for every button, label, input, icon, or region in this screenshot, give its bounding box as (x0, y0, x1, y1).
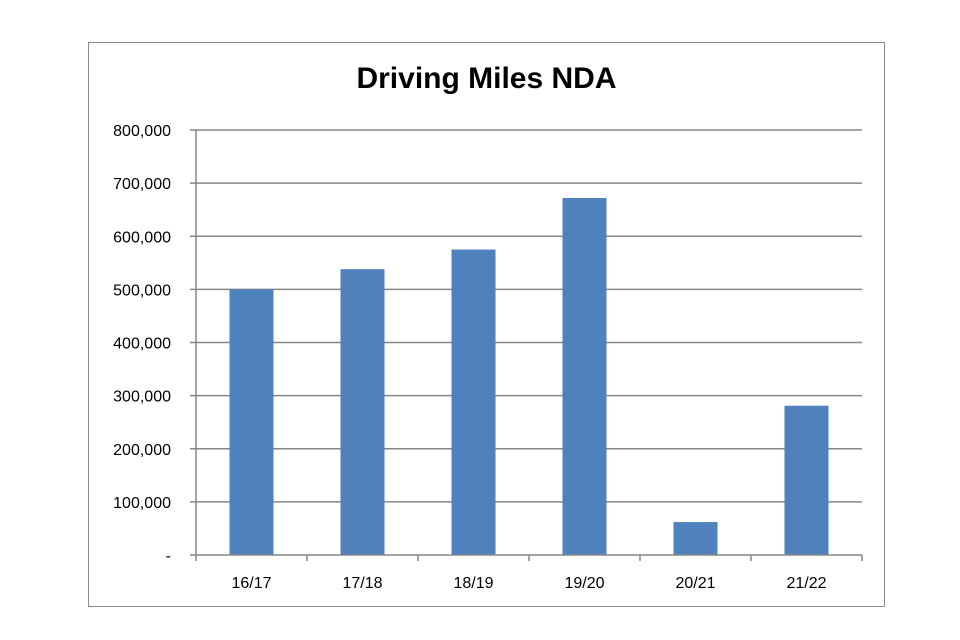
y-tick-label: 700,000 (113, 176, 171, 193)
y-tick-label: 300,000 (113, 389, 171, 406)
y-tick-label: 400,000 (113, 336, 171, 353)
x-tick-label: 16/17 (231, 575, 271, 592)
y-tick-labels: - 100,000 200,000 300,000 400,000 500,000 600,… (113, 123, 171, 565)
chart-title: Driving Miles NDA (356, 62, 617, 95)
bar-19-20 (562, 198, 607, 555)
x-tick-label: 20/21 (675, 575, 715, 592)
axes (190, 129, 863, 561)
gridlines (196, 129, 862, 503)
x-tick-labels: 16/17 17/18 18/19 19/20 20/21 21/22 (231, 575, 826, 592)
x-tick-label: 17/18 (342, 575, 382, 592)
bars (229, 198, 829, 555)
y-tick-label: 600,000 (113, 229, 171, 246)
y-tick-label: - (166, 548, 171, 565)
y-tick-label: 500,000 (113, 282, 171, 299)
bar-17-18 (340, 269, 385, 555)
bar-20-21 (673, 522, 718, 555)
y-tick-label: 100,000 (113, 495, 171, 512)
x-tick-label: 18/19 (453, 575, 493, 592)
bar-21-22 (784, 405, 829, 555)
y-tick-label: 200,000 (113, 442, 171, 459)
x-tick-label: 21/22 (786, 575, 826, 592)
bar-18-19 (451, 249, 496, 555)
y-tick-label: 800,000 (113, 123, 171, 140)
x-tick-label: 19/20 (564, 575, 604, 592)
bar-16-17 (229, 289, 274, 555)
